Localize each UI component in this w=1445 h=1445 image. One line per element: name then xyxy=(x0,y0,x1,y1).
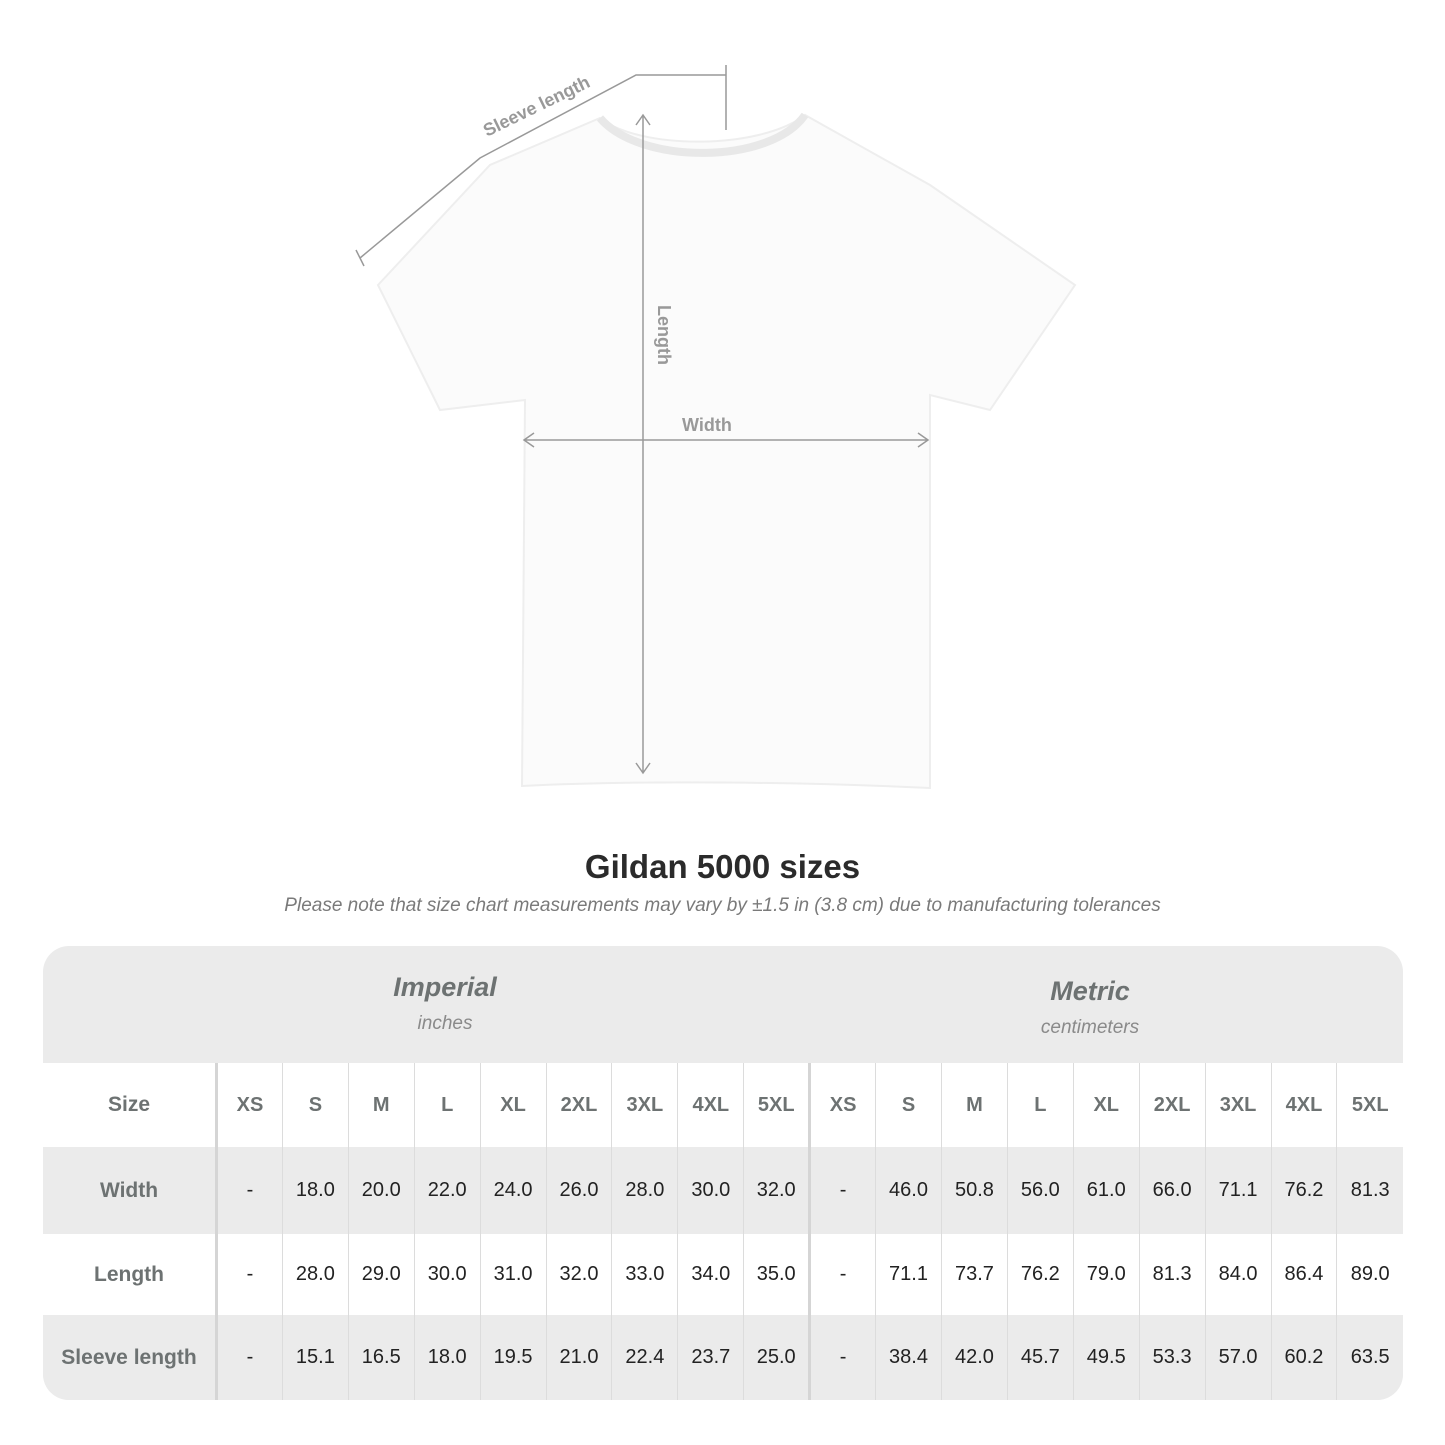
metric-value-cell: 71.1 xyxy=(875,1234,942,1315)
size-header-cell: 5XL xyxy=(1336,1063,1403,1147)
size-header-cell: XS xyxy=(808,1063,876,1147)
length-line xyxy=(635,113,651,775)
imperial-value-cell: - xyxy=(215,1315,283,1400)
size-header-cell: XL xyxy=(479,1063,547,1147)
metric-value-cell: 84.0 xyxy=(1204,1234,1271,1315)
metric-unit: centimeters xyxy=(1040,1017,1140,1038)
imperial-value-cell: 30.0 xyxy=(677,1147,744,1234)
metric-value-cell: 89.0 xyxy=(1336,1234,1403,1315)
width-line xyxy=(522,432,930,448)
metric-value-cell: 79.0 xyxy=(1072,1234,1140,1315)
length-label: Length xyxy=(654,305,674,365)
metric-value-cell: 81.3 xyxy=(1336,1147,1403,1234)
metric-value-cell: 49.5 xyxy=(1072,1315,1140,1400)
table-row: Sleeve length -15.1 16.5 18.0 19.5 21.0 22.4 23… xyxy=(43,1315,1403,1400)
imperial-value-cell: 28.0 xyxy=(611,1147,678,1234)
metric-value-cell: 63.5 xyxy=(1336,1315,1403,1400)
size-header-cell: 3XL xyxy=(611,1063,678,1147)
sleeve-arrow-end xyxy=(355,65,727,267)
size-table: Imperial inches Metric centimeters Size X… xyxy=(43,946,1403,1400)
imperial-value-cell: 22.4 xyxy=(611,1315,678,1400)
size-header-cell: XL xyxy=(1072,1063,1140,1147)
metric-value-cell: 53.3 xyxy=(1138,1315,1206,1400)
metric-value-cell: 76.2 xyxy=(1006,1234,1074,1315)
size-header-cell: 3XL xyxy=(1204,1063,1271,1147)
imperial-value-cell: - xyxy=(215,1147,283,1234)
imperial-value-cell: 23.7 xyxy=(677,1315,744,1400)
imperial-value-cell: 16.5 xyxy=(347,1315,415,1400)
size-header-cell: 4XL xyxy=(1270,1063,1337,1147)
metric-value-cell: 76.2 xyxy=(1270,1147,1337,1234)
metric-value-cell: 61.0 xyxy=(1072,1147,1140,1234)
row-label: Width xyxy=(43,1147,217,1234)
metric-value-cell: 71.1 xyxy=(1204,1147,1271,1234)
metric-value-cell: 50.8 xyxy=(940,1147,1008,1234)
imperial-value-cell: 32.0 xyxy=(545,1234,612,1315)
metric-value-cell: 66.0 xyxy=(1138,1147,1206,1234)
width-label: Width xyxy=(682,415,732,435)
imperial-value-cell: 18.0 xyxy=(281,1147,349,1234)
metric-value-cell: - xyxy=(808,1147,876,1234)
metric-value-cell: 38.4 xyxy=(875,1315,942,1400)
imperial-value-cell: 19.5 xyxy=(479,1315,547,1400)
size-header-cell: L xyxy=(413,1063,481,1147)
size-header-cell: M xyxy=(347,1063,415,1147)
size-header-cell: M xyxy=(940,1063,1008,1147)
imperial-unit: inches xyxy=(417,1013,473,1034)
chart-title: Gildan 5000 sizes xyxy=(584,848,861,885)
metric-header: Metric centimeters xyxy=(810,946,1370,1093)
imperial-value-cell: 32.0 xyxy=(743,1147,810,1234)
size-header-cell: S xyxy=(281,1063,349,1147)
size-header-cell: L xyxy=(1006,1063,1074,1147)
metric-value-cell: 42.0 xyxy=(940,1315,1008,1400)
imperial-value-cell: 31.0 xyxy=(479,1234,547,1315)
size-header-cell: 5XL xyxy=(743,1063,810,1147)
metric-label: Metric xyxy=(1050,976,1130,1006)
metric-value-cell: 73.7 xyxy=(940,1234,1008,1315)
tshirt-diagram: Sleeve length Length Width xyxy=(355,65,1077,790)
imperial-value-cell: 28.0 xyxy=(281,1234,349,1315)
sleeve-length-line xyxy=(359,74,726,259)
size-label: Size xyxy=(43,1063,217,1147)
metric-value-cell: 81.3 xyxy=(1138,1234,1206,1315)
imperial-value-cell: 35.0 xyxy=(743,1234,810,1315)
size-header-cell: 2XL xyxy=(1138,1063,1206,1147)
imperial-value-cell: 18.0 xyxy=(413,1315,481,1400)
imperial-value-cell: 25.0 xyxy=(743,1315,810,1400)
tshirt-shape xyxy=(376,113,1077,790)
imperial-value-cell: 20.0 xyxy=(347,1147,415,1234)
imperial-value-cell: 29.0 xyxy=(347,1234,415,1315)
imperial-value-cell: 21.0 xyxy=(545,1315,612,1400)
size-header-cell: XS xyxy=(215,1063,283,1147)
metric-value-cell: 46.0 xyxy=(875,1147,942,1234)
table-row: Length -28.0 29.0 30.0 31.0 32.0 33.0 34.0 35.0-… xyxy=(43,1234,1403,1315)
imperial-value-cell: 22.0 xyxy=(413,1147,481,1234)
metric-value-cell: 56.0 xyxy=(1006,1147,1074,1234)
metric-value-cell: - xyxy=(808,1234,876,1315)
size-header-cell: 2XL xyxy=(545,1063,612,1147)
tshirt-collar xyxy=(596,112,809,157)
size-grid: Size XS S M L XL 2XL 3XL 4XL 5XL XS S M L XL 2XL 3XL 4XL 5… xyxy=(43,1063,1403,1400)
size-header-cell: S xyxy=(875,1063,942,1147)
metric-value-cell: 86.4 xyxy=(1270,1234,1337,1315)
table-row: Width -18.0 20.0 22.0 24.0 26.0 28.0 30.0 32.0-4… xyxy=(43,1147,1403,1234)
metric-value-cell: 60.2 xyxy=(1270,1315,1337,1400)
metric-value-cell: 57.0 xyxy=(1204,1315,1271,1400)
imperial-header: Imperial inches xyxy=(215,946,675,1089)
row-label: Sleeve length xyxy=(43,1315,217,1400)
imperial-value-cell: 33.0 xyxy=(611,1234,678,1315)
imperial-value-cell: 24.0 xyxy=(479,1147,547,1234)
imperial-value-cell: - xyxy=(215,1234,283,1315)
metric-value-cell: - xyxy=(808,1315,876,1400)
metric-value-cell: 45.7 xyxy=(1006,1315,1074,1400)
size-header-cell: 4XL xyxy=(677,1063,744,1147)
imperial-value-cell: 15.1 xyxy=(281,1315,349,1400)
tolerance-note: Please note that size chart measurements… xyxy=(284,895,1161,916)
imperial-value-cell: 26.0 xyxy=(545,1147,612,1234)
imperial-label: Imperial xyxy=(393,972,497,1002)
imperial-value-cell: 34.0 xyxy=(677,1234,744,1315)
row-label: Length xyxy=(43,1234,217,1315)
imperial-value-cell: 30.0 xyxy=(413,1234,481,1315)
size-header-row: Size XS S M L XL 2XL 3XL 4XL 5XL XS S M L XL 2XL 3XL 4XL 5… xyxy=(43,1063,1403,1147)
